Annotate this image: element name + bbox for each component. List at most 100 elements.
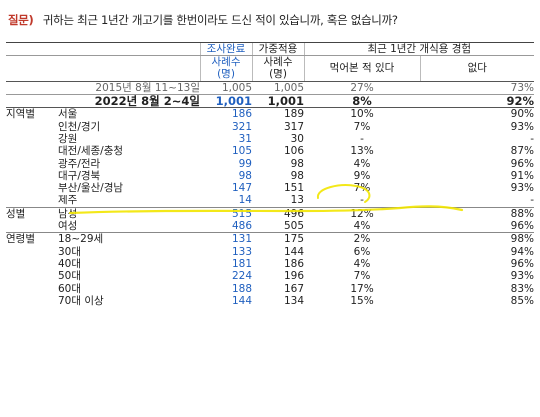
table-row: 강원 31 30 - - — [6, 133, 534, 145]
row-pct-no: 88% — [510, 207, 535, 220]
row-pct-yes: 12% — [350, 207, 374, 220]
row-pct-no: - — [530, 133, 535, 145]
row-pct-no: 93% — [510, 120, 535, 133]
row-label: 제주 — [58, 194, 200, 208]
table-row: 40대 181 186 4% 96% — [6, 258, 534, 270]
header-yes: 먹어본 적 있다 — [303, 55, 420, 82]
table-row: 대전/세종/충청 105 106 13% 87% — [6, 145, 534, 157]
table-row: 성별 남성 515 496 12% 88% — [6, 207, 534, 220]
row-pct-yes: 4% — [353, 157, 371, 170]
row-cases-survey: 14 — [200, 194, 252, 208]
row-pct-no: 98% — [510, 233, 535, 246]
row-group — [6, 170, 58, 182]
row-cases-weighted: 189 — [283, 108, 304, 121]
row-cases-survey: 144 — [231, 294, 252, 307]
row-group — [6, 246, 58, 258]
table-row: 부산/울산/경남 147 151 7% 93% — [6, 182, 534, 194]
table-body: 2015년 8월 11~13일 1,005 1,005 27% 73% 2022년 8월 … — [6, 81, 535, 307]
row-pct-no: 87% — [510, 145, 535, 158]
row-pct-yes: 9% — [353, 169, 371, 182]
row-cases-survey: 105 — [231, 145, 252, 158]
row-pct-yes: 7% — [353, 120, 371, 133]
row-pct-yes: 27% — [304, 81, 420, 96]
row-cases-weighted: 496 — [283, 207, 304, 220]
table-row: 2015년 8월 11~13일 1,005 1,005 27% 73% — [6, 81, 535, 96]
row-cases-weighted: 98 — [290, 169, 304, 182]
row-group — [6, 270, 58, 282]
row-cases-weighted: 175 — [283, 233, 304, 246]
table-row: 대구/경북 98 98 9% 91% — [6, 170, 534, 182]
header-cases-weighted: 사례수 — [251, 55, 304, 69]
row-pct-yes: 4% — [304, 220, 420, 234]
row-pct-no: 93% — [510, 182, 535, 195]
question-label: 질문) — [8, 13, 34, 27]
row-pct-yes: 8% — [304, 94, 420, 109]
row-pct-yes: 15% — [350, 294, 374, 307]
row-year: 2015년 8월 11~13일 — [6, 81, 200, 96]
row-cases-weighted: 13 — [252, 194, 304, 208]
header-cases-survey: 사례수 — [199, 55, 252, 69]
row-cases-survey: 133 — [231, 245, 252, 258]
row-pct-no: 96% — [420, 220, 535, 234]
row-group — [6, 220, 58, 234]
row-pct-yes: 7% — [353, 270, 371, 283]
row-label: 18~29세 — [58, 233, 104, 246]
row-cases-weighted: 1,005 — [252, 81, 304, 96]
row-cases-weighted: 144 — [283, 245, 304, 258]
row-pct-no: 96% — [510, 258, 535, 270]
row-pct-no: 91% — [510, 169, 535, 182]
row-pct-no: - — [420, 194, 535, 208]
row-cases-weighted: 505 — [252, 220, 304, 234]
row-year: 2022년 8월 2~4일 — [6, 94, 200, 109]
table-row: 연령별 18~29세 131 175 2% 98% — [6, 233, 534, 246]
header-weighted: 가중적용 — [251, 41, 304, 57]
row-pct-yes: 6% — [353, 245, 371, 258]
table-row: 광주/전라 99 98 4% 96% — [6, 158, 534, 170]
row-cases-weighted: 317 — [283, 120, 304, 133]
header-blank — [6, 41, 200, 57]
header-unit-weighted: (명) — [251, 68, 304, 82]
row-cases-weighted: 186 — [283, 258, 304, 270]
row-pct-no: 93% — [510, 270, 535, 283]
table-row: 2022년 8월 2~4일 1,001 1,001 8% 92% — [6, 94, 535, 109]
table-row: 지역별 서울 186 189 10% 90% — [6, 108, 534, 121]
row-pct-no: 96% — [510, 157, 535, 170]
row-label: 인천/경기 — [58, 120, 101, 133]
row-group — [6, 145, 58, 157]
row-group — [6, 295, 58, 307]
row-label: 서울 — [58, 108, 78, 121]
row-label: 60대 — [58, 282, 82, 295]
row-pct-no: 92% — [420, 94, 535, 109]
row-cases-weighted: 167 — [283, 282, 304, 295]
row-pct-no: 85% — [510, 294, 535, 307]
row-label: 대전/세종/충청 — [58, 145, 124, 158]
row-group — [6, 258, 58, 270]
row-cases-survey: 186 — [231, 108, 252, 121]
row-pct-no: 83% — [510, 282, 535, 295]
row-group — [6, 194, 58, 208]
row-pct-yes: 13% — [350, 145, 374, 158]
header-unit-survey: (명) — [199, 68, 252, 82]
row-cases-weighted: 98 — [290, 157, 304, 170]
row-label: 강원 — [58, 133, 78, 145]
row-group: 연령별 — [6, 233, 35, 246]
row-cases-survey: 31 — [238, 133, 252, 145]
row-label: 남성 — [58, 207, 78, 220]
row-group: 성별 — [6, 207, 26, 220]
row-group — [6, 121, 58, 133]
question: 질문) 귀하는 최근 1년간 개고기를 한번이라도 드신 적이 있습니까, 혹은… — [8, 12, 538, 28]
row-cases-survey: 1,005 — [200, 81, 252, 96]
header-survey-done: 조사완료 — [199, 41, 252, 57]
row-pct-no: 90% — [510, 108, 535, 121]
table-row: 50대 224 196 7% 93% — [6, 270, 534, 282]
row-pct-no: 73% — [420, 81, 535, 96]
row-label: 광주/전라 — [58, 157, 101, 170]
row-pct-yes: 7% — [353, 182, 371, 195]
row-pct-yes: 10% — [350, 108, 374, 121]
row-cases-weighted: 151 — [283, 182, 304, 195]
header-experience-title: 최근 1년간 개식용 경험 — [303, 41, 535, 57]
row-group — [6, 133, 58, 145]
row-cases-survey: 131 — [231, 233, 252, 246]
row-group — [6, 158, 58, 170]
row-cases-weighted: 1,001 — [252, 94, 304, 109]
